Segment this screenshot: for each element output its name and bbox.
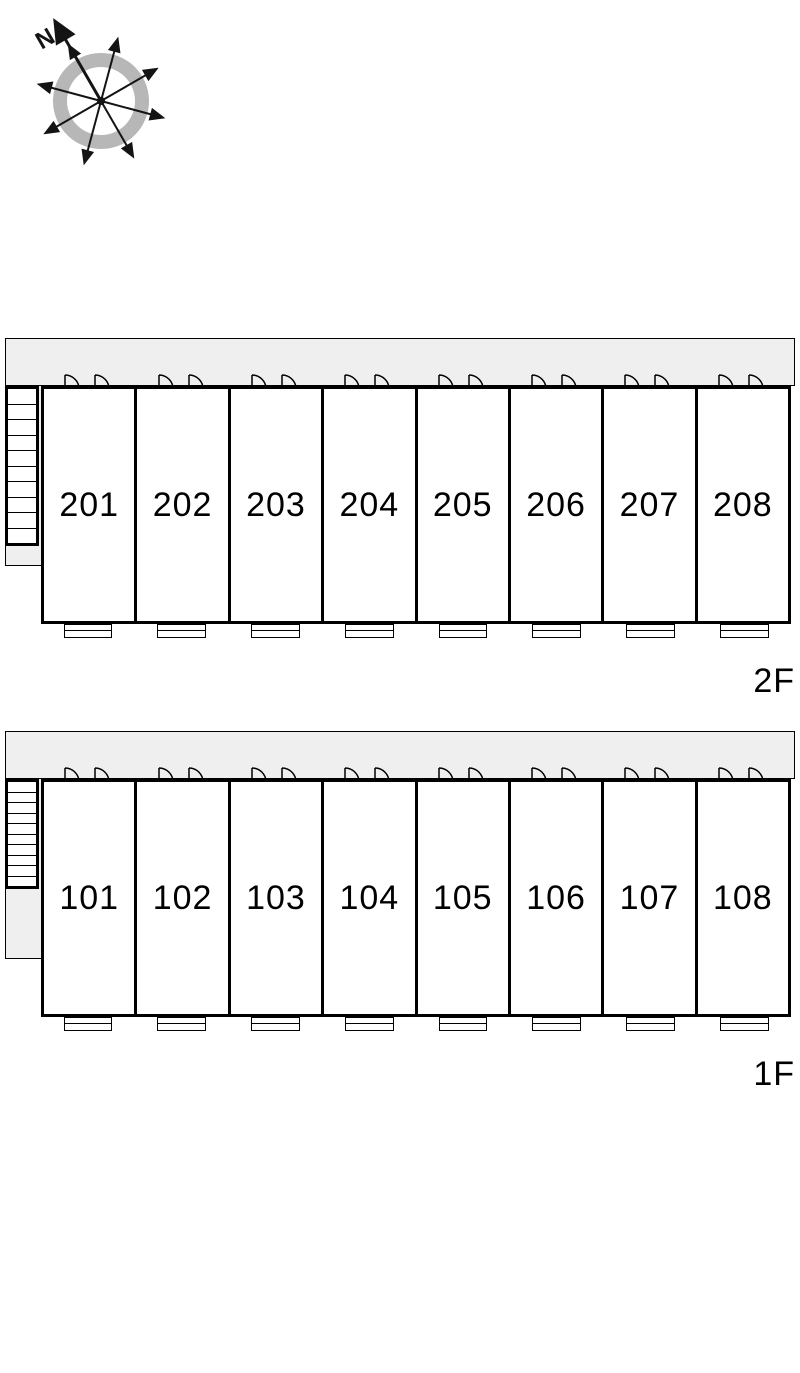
door-icon — [604, 373, 694, 389]
door-icon — [511, 373, 601, 389]
door-icon — [511, 766, 601, 782]
unit-104: 104 — [321, 779, 417, 1017]
unit-number: 104 — [339, 879, 399, 918]
door-icon — [44, 766, 134, 782]
balcony — [510, 1017, 604, 1035]
door-icon — [324, 373, 414, 389]
unit-208: 208 — [695, 386, 791, 624]
stairs — [5, 779, 39, 889]
balcony — [41, 624, 135, 642]
balcony — [416, 624, 510, 642]
floor-2F: 201 202 203 204 205 206 207 208 — [5, 338, 795, 642]
unit-number: 208 — [713, 486, 773, 525]
unit-203: 203 — [228, 386, 324, 624]
door-icon — [324, 766, 414, 782]
balcony — [604, 624, 698, 642]
balcony — [135, 624, 229, 642]
unit-number: 204 — [339, 486, 399, 525]
balcony — [510, 624, 604, 642]
unit-103: 103 — [228, 779, 324, 1017]
floor-plan: 2012022032042052062072082F10110210310410… — [0, 338, 800, 1124]
unit-207: 207 — [601, 386, 697, 624]
balcony — [604, 1017, 698, 1035]
unit-number: 105 — [433, 879, 493, 918]
compass-svg: N — [8, 8, 194, 194]
units-row: 201 202 203 204 205 206 207 208 — [41, 386, 791, 624]
door-icon — [418, 766, 508, 782]
unit-106: 106 — [508, 779, 604, 1017]
door-icon — [44, 373, 134, 389]
balcony — [229, 624, 323, 642]
unit-108: 108 — [695, 779, 791, 1017]
unit-102: 102 — [134, 779, 230, 1017]
unit-number: 108 — [713, 879, 773, 918]
floor-label: 2F — [5, 662, 795, 701]
balcony — [322, 1017, 416, 1035]
unit-201: 201 — [41, 386, 137, 624]
door-icon — [604, 766, 694, 782]
unit-number: 206 — [526, 486, 586, 525]
balcony-row — [41, 1017, 791, 1035]
unit-202: 202 — [134, 386, 230, 624]
unit-number: 101 — [59, 879, 119, 918]
unit-105: 105 — [415, 779, 511, 1017]
balcony — [229, 1017, 323, 1035]
compass: N — [8, 8, 194, 194]
balcony — [697, 624, 791, 642]
unit-number: 102 — [153, 879, 213, 918]
door-icon — [137, 373, 227, 389]
balcony — [41, 1017, 135, 1035]
unit-107: 107 — [601, 779, 697, 1017]
unit-number: 107 — [620, 879, 680, 918]
balcony — [135, 1017, 229, 1035]
unit-number: 103 — [246, 879, 306, 918]
unit-number: 202 — [153, 486, 213, 525]
door-icon — [698, 373, 788, 389]
unit-204: 204 — [321, 386, 417, 624]
balcony — [697, 1017, 791, 1035]
floor-1F: 101 102 103 104 105 106 107 108 — [5, 731, 795, 1035]
door-icon — [231, 373, 321, 389]
door-icon — [698, 766, 788, 782]
floor-label: 1F — [5, 1055, 795, 1094]
balcony — [416, 1017, 510, 1035]
units-row: 101 102 103 104 105 106 107 108 — [41, 779, 791, 1017]
unit-number: 207 — [620, 486, 680, 525]
unit-101: 101 — [41, 779, 137, 1017]
door-icon — [418, 373, 508, 389]
stairs — [5, 386, 39, 546]
unit-number: 106 — [526, 879, 586, 918]
balcony — [322, 624, 416, 642]
unit-number: 201 — [59, 486, 119, 525]
door-icon — [231, 766, 321, 782]
balcony-row — [41, 624, 791, 642]
unit-205: 205 — [415, 386, 511, 624]
unit-number: 203 — [246, 486, 306, 525]
unit-206: 206 — [508, 386, 604, 624]
door-icon — [137, 766, 227, 782]
unit-number: 205 — [433, 486, 493, 525]
